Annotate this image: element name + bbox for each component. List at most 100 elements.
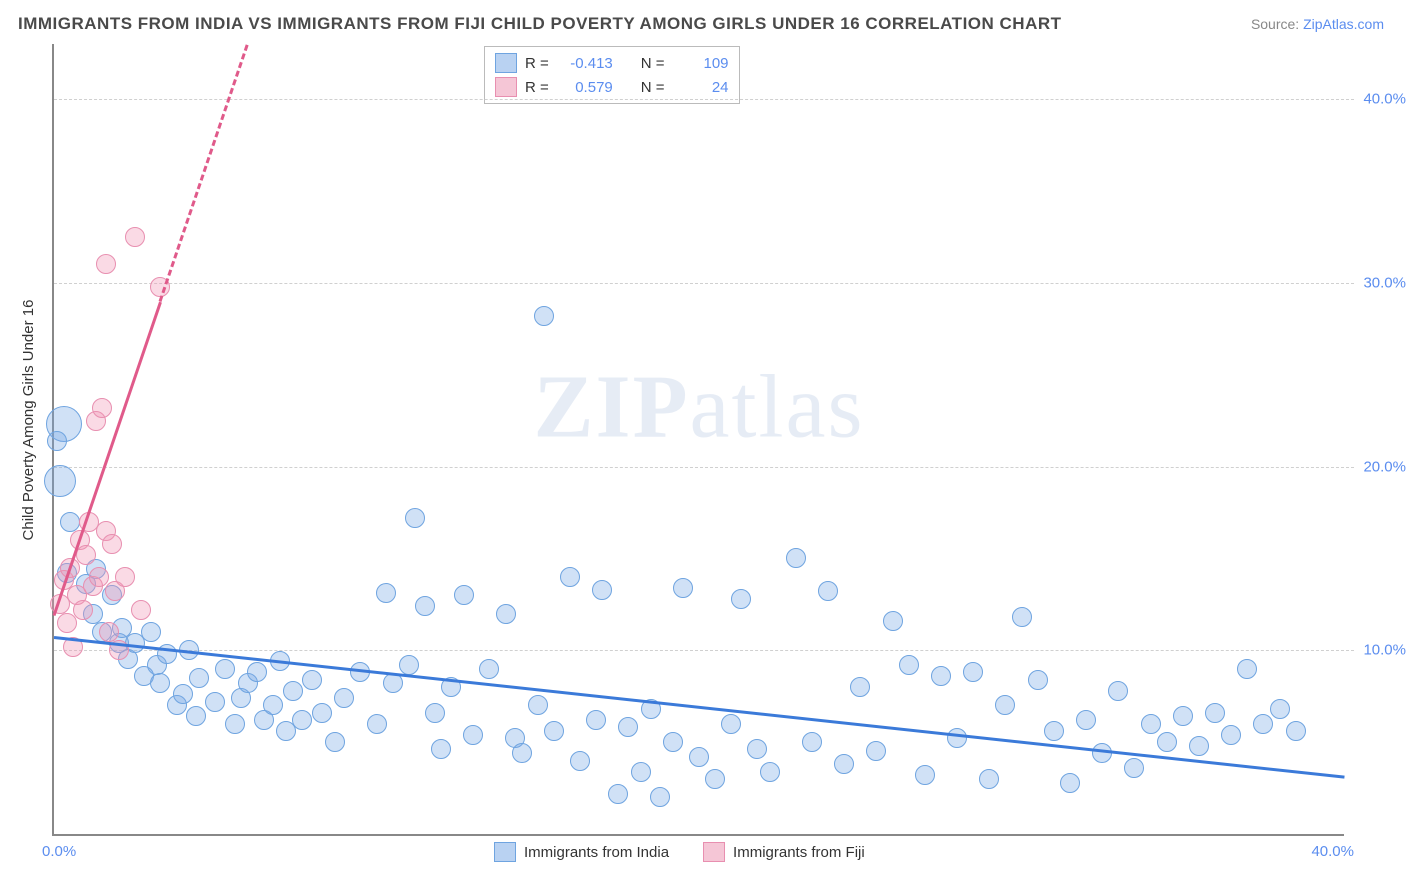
data-point (747, 739, 767, 759)
gridline (54, 650, 1354, 651)
stat-r-value: -0.413 (557, 55, 613, 72)
data-point (225, 714, 245, 734)
trend-line (53, 301, 162, 615)
data-point (786, 548, 806, 568)
series-swatch-fiji (495, 77, 517, 97)
data-point (431, 739, 451, 759)
trend-line (159, 45, 249, 302)
data-point (186, 706, 206, 726)
data-point (721, 714, 741, 734)
data-point (115, 567, 135, 587)
data-point (399, 655, 419, 675)
data-point (1012, 607, 1032, 627)
data-point (1253, 714, 1273, 734)
data-point (592, 580, 612, 600)
data-point (173, 684, 193, 704)
data-point (92, 398, 112, 418)
y-axis-tick: 20.0% (1351, 458, 1406, 475)
data-point (1237, 659, 1257, 679)
data-point (947, 728, 967, 748)
data-point (96, 254, 116, 274)
data-point (963, 662, 983, 682)
data-point (834, 754, 854, 774)
data-point (57, 613, 77, 633)
data-point (570, 751, 590, 771)
gridline (54, 467, 1354, 468)
data-point (334, 688, 354, 708)
data-point (883, 611, 903, 631)
data-point (73, 600, 93, 620)
stat-r-label: R = (525, 55, 549, 72)
data-point (1124, 758, 1144, 778)
data-point (915, 765, 935, 785)
data-point (496, 604, 516, 624)
data-point (631, 762, 651, 782)
data-point (608, 784, 628, 804)
data-point (866, 741, 886, 761)
data-point (512, 743, 532, 763)
data-point (1173, 706, 1193, 726)
data-point (1205, 703, 1225, 723)
data-point (463, 725, 483, 745)
data-point (102, 534, 122, 554)
data-point (689, 747, 709, 767)
data-point (76, 545, 96, 565)
data-point (586, 710, 606, 730)
gridline (54, 283, 1354, 284)
data-point (1141, 714, 1161, 734)
data-point (1060, 773, 1080, 793)
data-point (673, 578, 693, 598)
data-point (189, 668, 209, 688)
x-axis-max-tick: 40.0% (1311, 843, 1354, 860)
data-point (899, 655, 919, 675)
data-point (1028, 670, 1048, 690)
data-point (89, 567, 109, 587)
legend-item: Immigrants from India (494, 842, 669, 862)
source-link[interactable]: ZipAtlas.com (1303, 16, 1384, 32)
data-point (618, 717, 638, 737)
data-point (1270, 699, 1290, 719)
y-axis-tick: 40.0% (1351, 91, 1406, 108)
legend-item: Immigrants from Fiji (703, 842, 865, 862)
data-point (312, 703, 332, 723)
data-point (247, 662, 267, 682)
data-point (131, 600, 151, 620)
data-point (528, 695, 548, 715)
data-point (263, 695, 283, 715)
data-point (479, 659, 499, 679)
data-point (367, 714, 387, 734)
data-point (1221, 725, 1241, 745)
data-point (150, 673, 170, 693)
stat-n-label: N = (641, 55, 665, 72)
watermark: ZIPatlas (534, 356, 865, 459)
data-point (283, 681, 303, 701)
data-point (802, 732, 822, 752)
data-point (1076, 710, 1096, 730)
data-point (405, 508, 425, 528)
data-point (302, 670, 322, 690)
data-point (1286, 721, 1306, 741)
stat-n-label: N = (641, 79, 665, 96)
data-point (99, 622, 119, 642)
data-point (292, 710, 312, 730)
scatter-plot-area: ZIPatlas R = -0.413 N = 109 R = 0.579 N … (52, 44, 1344, 836)
data-point (544, 721, 564, 741)
data-point (560, 567, 580, 587)
data-point (650, 787, 670, 807)
data-point (663, 732, 683, 752)
legend-swatch-fiji (703, 842, 725, 862)
data-point (125, 227, 145, 247)
data-point (376, 583, 396, 603)
y-axis-tick: 10.0% (1351, 642, 1406, 659)
stat-r-value: 0.579 (557, 79, 613, 96)
data-point (534, 306, 554, 326)
data-point (995, 695, 1015, 715)
data-point (415, 596, 435, 616)
data-point (325, 732, 345, 752)
data-point (60, 512, 80, 532)
data-point (1189, 736, 1209, 756)
data-point (44, 465, 76, 497)
data-point (454, 585, 474, 605)
data-point (215, 659, 235, 679)
data-point (705, 769, 725, 789)
